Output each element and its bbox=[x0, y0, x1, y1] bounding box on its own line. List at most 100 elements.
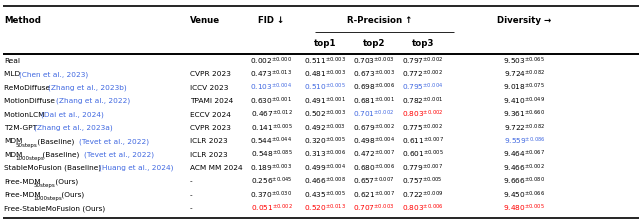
Text: 0.256$^{\pm 0.045}$: 0.256$^{\pm 0.045}$ bbox=[251, 176, 292, 187]
Text: 9.361$^{\pm 0.660}$: 9.361$^{\pm 0.660}$ bbox=[503, 109, 545, 120]
Text: T2M-GPT: T2M-GPT bbox=[4, 125, 40, 131]
Text: 0.680$^{\pm 0.006}$: 0.680$^{\pm 0.006}$ bbox=[353, 162, 395, 174]
Text: (Zhang et al., 2022): (Zhang et al., 2022) bbox=[56, 98, 130, 105]
Text: 0.002$^{\pm 0.000}$: 0.002$^{\pm 0.000}$ bbox=[250, 55, 292, 67]
Text: 0.520$^{\pm 0.013}$: 0.520$^{\pm 0.013}$ bbox=[304, 203, 346, 214]
Text: 0.466$^{\pm 0.008}$: 0.466$^{\pm 0.008}$ bbox=[304, 176, 346, 187]
Text: ICLR 2023: ICLR 2023 bbox=[190, 152, 228, 158]
Text: MotionDiffuse: MotionDiffuse bbox=[4, 98, 58, 104]
Text: (Dai et al., 2024): (Dai et al., 2024) bbox=[41, 111, 104, 118]
Text: ReMoDiffuse: ReMoDiffuse bbox=[4, 85, 53, 91]
Text: ICLR 2023: ICLR 2023 bbox=[190, 138, 228, 144]
Text: Real: Real bbox=[4, 58, 20, 64]
Text: 0.772$^{\pm 0.002}$: 0.772$^{\pm 0.002}$ bbox=[402, 69, 443, 80]
Text: Diversity →: Diversity → bbox=[497, 16, 552, 25]
Text: 0.775$^{\pm 0.002}$: 0.775$^{\pm 0.002}$ bbox=[402, 122, 443, 134]
Text: 9.480$^{\pm 0.005}$: 9.480$^{\pm 0.005}$ bbox=[504, 203, 545, 214]
Text: 0.189$^{\pm 0.003}$: 0.189$^{\pm 0.003}$ bbox=[250, 162, 292, 174]
Text: 0.797$^{\pm 0.002}$: 0.797$^{\pm 0.002}$ bbox=[402, 55, 444, 67]
Text: 9.559$^{\pm 0.086}$: 9.559$^{\pm 0.086}$ bbox=[504, 136, 545, 147]
Text: (Huang et al., 2024): (Huang et al., 2024) bbox=[99, 165, 174, 171]
Text: 0.435$^{\pm 0.005}$: 0.435$^{\pm 0.005}$ bbox=[304, 189, 346, 201]
Text: 9.464$^{\pm 0.067}$: 9.464$^{\pm 0.067}$ bbox=[504, 149, 545, 160]
Text: 0.370$^{\pm 0.030}$: 0.370$^{\pm 0.030}$ bbox=[250, 189, 292, 201]
Text: 0.548$^{\pm 0.085}$: 0.548$^{\pm 0.085}$ bbox=[250, 149, 292, 160]
Text: 0.611$^{\pm 0.007}$: 0.611$^{\pm 0.007}$ bbox=[402, 136, 444, 147]
Text: CVPR 2023: CVPR 2023 bbox=[190, 71, 231, 77]
Text: (Tevet et al., 2022): (Tevet et al., 2022) bbox=[79, 138, 148, 145]
Text: 0.803$^{\pm 0.002}$: 0.803$^{\pm 0.002}$ bbox=[402, 109, 444, 120]
Text: 50steps: 50steps bbox=[34, 183, 56, 188]
Text: 9.410$^{\pm 0.049}$: 9.410$^{\pm 0.049}$ bbox=[503, 95, 545, 107]
Text: 1000steps: 1000steps bbox=[34, 196, 63, 201]
Text: (Zhang et al., 2023a): (Zhang et al., 2023a) bbox=[34, 125, 113, 131]
Text: -: - bbox=[190, 179, 193, 185]
Text: MDM: MDM bbox=[4, 138, 23, 144]
Text: 0.698$^{\pm 0.006}$: 0.698$^{\pm 0.006}$ bbox=[353, 82, 395, 93]
Text: 0.703$^{\pm 0.003}$: 0.703$^{\pm 0.003}$ bbox=[353, 55, 394, 67]
Text: 0.510$^{\pm 0.005}$: 0.510$^{\pm 0.005}$ bbox=[304, 82, 346, 93]
Text: 9.724$^{\pm 0.082}$: 9.724$^{\pm 0.082}$ bbox=[504, 69, 545, 80]
Text: StableMoFusion (Baseline): StableMoFusion (Baseline) bbox=[4, 165, 104, 171]
Text: 0.803$^{\pm 0.006}$: 0.803$^{\pm 0.006}$ bbox=[402, 203, 444, 214]
Text: (Baseline): (Baseline) bbox=[40, 152, 82, 158]
Text: 9.018$^{\pm 0.075}$: 9.018$^{\pm 0.075}$ bbox=[504, 82, 545, 93]
Text: Method: Method bbox=[4, 16, 42, 25]
Text: R-Precision ↑: R-Precision ↑ bbox=[348, 16, 413, 25]
Text: 1000steps: 1000steps bbox=[15, 156, 44, 161]
Text: 0.473$^{\pm 0.013}$: 0.473$^{\pm 0.013}$ bbox=[250, 69, 292, 80]
Text: 0.673$^{\pm 0.003}$: 0.673$^{\pm 0.003}$ bbox=[353, 69, 395, 80]
Text: 0.679$^{\pm 0.002}$: 0.679$^{\pm 0.002}$ bbox=[353, 122, 395, 134]
Text: 0.544$^{\pm 0.044}$: 0.544$^{\pm 0.044}$ bbox=[250, 136, 292, 147]
Text: MDM: MDM bbox=[4, 152, 23, 158]
Text: MotionLCM: MotionLCM bbox=[4, 112, 47, 118]
Text: 0.472$^{\pm 0.007}$: 0.472$^{\pm 0.007}$ bbox=[353, 149, 395, 160]
Text: 0.511$^{\pm 0.003}$: 0.511$^{\pm 0.003}$ bbox=[304, 55, 346, 67]
Text: top1: top1 bbox=[314, 39, 336, 48]
Text: 0.103$^{\pm 0.004}$: 0.103$^{\pm 0.004}$ bbox=[250, 82, 292, 93]
Text: 9.503$^{\pm 0.065}$: 9.503$^{\pm 0.065}$ bbox=[504, 55, 545, 67]
Text: 0.467$^{\pm 0.012}$: 0.467$^{\pm 0.012}$ bbox=[250, 109, 292, 120]
Text: 0.492$^{\pm 0.003}$: 0.492$^{\pm 0.003}$ bbox=[304, 122, 346, 134]
Text: 0.051$^{\pm 0.002}$: 0.051$^{\pm 0.002}$ bbox=[250, 203, 292, 214]
Text: Free-MDM: Free-MDM bbox=[4, 179, 41, 185]
Text: (Zhang et al., 2023b): (Zhang et al., 2023b) bbox=[49, 85, 127, 91]
Text: 0.782$^{\pm 0.001}$: 0.782$^{\pm 0.001}$ bbox=[402, 95, 444, 107]
Text: 0.757$^{\pm 0.005}$: 0.757$^{\pm 0.005}$ bbox=[403, 176, 443, 187]
Text: 0.795$^{\pm 0.004}$: 0.795$^{\pm 0.004}$ bbox=[402, 82, 444, 93]
Text: Venue: Venue bbox=[190, 16, 220, 25]
Text: -: - bbox=[190, 192, 193, 198]
Text: top2: top2 bbox=[362, 39, 385, 48]
Text: CVPR 2023: CVPR 2023 bbox=[190, 125, 231, 131]
Text: 50steps: 50steps bbox=[15, 143, 37, 148]
Text: 0.481$^{\pm 0.003}$: 0.481$^{\pm 0.003}$ bbox=[304, 69, 346, 80]
Text: 0.701$^{\pm 0.002}$: 0.701$^{\pm 0.002}$ bbox=[353, 109, 394, 120]
Text: 9.466$^{\pm 0.002}$: 9.466$^{\pm 0.002}$ bbox=[504, 162, 545, 174]
Text: 9.450$^{\pm 0.066}$: 9.450$^{\pm 0.066}$ bbox=[503, 189, 545, 201]
Text: Free-MDM: Free-MDM bbox=[4, 192, 41, 198]
Text: 0.621$^{\pm 0.007}$: 0.621$^{\pm 0.007}$ bbox=[353, 189, 395, 201]
Text: (Chen et al., 2023): (Chen et al., 2023) bbox=[19, 71, 88, 78]
Text: 0.657$^{\pm 0.007}$: 0.657$^{\pm 0.007}$ bbox=[353, 176, 394, 187]
Text: ACM MM 2024: ACM MM 2024 bbox=[190, 165, 243, 171]
Text: 0.141$^{\pm 0.005}$: 0.141$^{\pm 0.005}$ bbox=[250, 122, 292, 134]
Text: 0.502$^{\pm 0.003}$: 0.502$^{\pm 0.003}$ bbox=[304, 109, 346, 120]
Text: (Ours): (Ours) bbox=[58, 192, 84, 198]
Text: 9.722$^{\pm 0.082}$: 9.722$^{\pm 0.082}$ bbox=[504, 122, 545, 134]
Text: (Tevet et al., 2022): (Tevet et al., 2022) bbox=[84, 152, 154, 158]
Text: MLD: MLD bbox=[4, 71, 23, 77]
Text: TPAMI 2024: TPAMI 2024 bbox=[190, 98, 234, 104]
Text: 0.707$^{\pm 0.003}$: 0.707$^{\pm 0.003}$ bbox=[353, 203, 394, 214]
Text: ICCV 2023: ICCV 2023 bbox=[190, 85, 228, 91]
Text: (Ours): (Ours) bbox=[53, 178, 78, 185]
Text: top3: top3 bbox=[412, 39, 434, 48]
Text: 0.779$^{\pm 0.007}$: 0.779$^{\pm 0.007}$ bbox=[402, 162, 444, 174]
Text: Free-StableMoFusion (Ours): Free-StableMoFusion (Ours) bbox=[4, 205, 106, 211]
Text: 0.498$^{\pm 0.004}$: 0.498$^{\pm 0.004}$ bbox=[353, 136, 395, 147]
Text: 0.313$^{\pm 0.006}$: 0.313$^{\pm 0.006}$ bbox=[304, 149, 346, 160]
Text: ECCV 2024: ECCV 2024 bbox=[190, 112, 231, 118]
Text: 0.722$^{\pm 0.009}$: 0.722$^{\pm 0.009}$ bbox=[402, 189, 444, 201]
Text: (Baseline): (Baseline) bbox=[35, 138, 77, 145]
Text: 0.630$^{\pm 0.001}$: 0.630$^{\pm 0.001}$ bbox=[250, 95, 292, 107]
Text: FID ↓: FID ↓ bbox=[259, 16, 285, 25]
